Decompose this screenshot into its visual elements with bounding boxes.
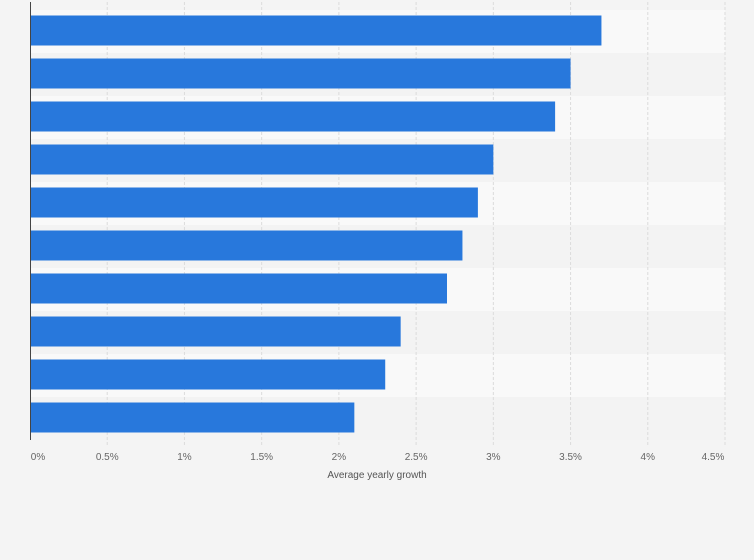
x-tick-label: 4.5%: [702, 452, 725, 463]
x-tick-label: 4%: [641, 452, 656, 463]
bar: [30, 144, 494, 175]
bar: [30, 359, 386, 390]
x-tick-labels: 0% 0.5% 1% 1.5% 2% 2.5% 3% 3.5% 4% 4.5%: [31, 452, 725, 463]
x-tick-label: 3%: [486, 452, 501, 463]
bar: [30, 15, 602, 46]
x-tick-label: 2%: [332, 452, 347, 463]
x-tick-label: 0%: [31, 452, 46, 463]
bar: [30, 101, 556, 132]
x-tick-label: 2.5%: [405, 452, 428, 463]
x-tick-label: 1.5%: [250, 452, 273, 463]
x-tick-label: 3.5%: [559, 452, 582, 463]
bar: [30, 316, 401, 347]
x-tick-label: 0.5%: [96, 452, 119, 463]
bar: [30, 402, 355, 433]
x-axis-title: Average yearly growth: [327, 470, 426, 481]
bar: [30, 230, 463, 261]
bar: [30, 273, 447, 304]
x-tick-label: 1%: [177, 452, 192, 463]
bars: [30, 15, 602, 433]
bar: [30, 58, 571, 89]
bar: [30, 187, 478, 218]
